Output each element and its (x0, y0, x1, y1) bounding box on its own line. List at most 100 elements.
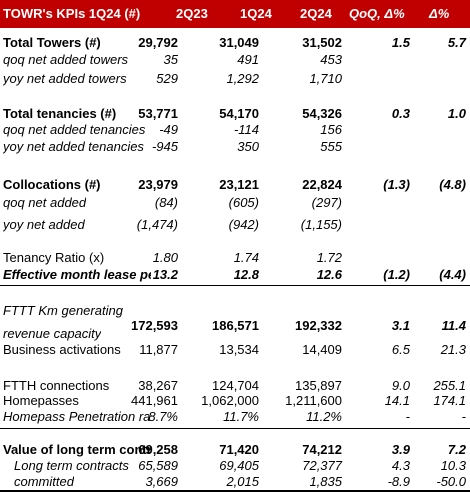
table-row-ftth: FTTH connections 38,267 124,704 135,897 … (0, 378, 470, 395)
cell-1q24: 31,049 (219, 35, 259, 50)
table-bottom-border (0, 490, 470, 492)
row-label: revenue capacity (3, 326, 102, 341)
table-row-effective-lease: Effective month lease per 13.2 12.8 12.6… (0, 267, 470, 284)
cell-1q24: 54,170 (219, 106, 259, 121)
cell-2q24: 14,409 (302, 342, 342, 357)
cell-2q24: 555 (320, 139, 342, 154)
cell-1q24: 71,420 (219, 442, 259, 457)
cell-1q24: 23,121 (219, 177, 259, 192)
cell-2q24: 31,502 (302, 35, 342, 50)
cell-2q23: 529 (156, 71, 178, 86)
row-label: yoy net added towers (3, 71, 127, 86)
cell-2q24: 1.72 (316, 250, 342, 265)
cell-yoy: - (461, 409, 466, 424)
cell-yoy: 255.1 (433, 378, 466, 393)
row-label: FTTH connections (3, 378, 110, 393)
cell-2q23: 23,979 (138, 177, 178, 192)
col-header-yoy: Δ% (429, 6, 450, 21)
cell-2q23: 1.80 (152, 250, 178, 265)
col-header-2q24: 2Q24 (300, 6, 332, 21)
cell-yoy: 11.4 (441, 318, 466, 333)
table-row: Long term contracts 65,589 69,405 72,377… (0, 458, 470, 475)
cell-yoy: -50.0 (436, 474, 466, 489)
cell-2q23: 3,669 (145, 474, 178, 489)
cell-2q24: (297) (311, 195, 342, 210)
cell-yoy: 1.0 (447, 106, 466, 121)
cell-2q23: 38,267 (138, 378, 178, 393)
row-label: qoq net added towers (3, 52, 129, 67)
table-row: revenue capacity (0, 326, 470, 343)
cell-qoq: 1.5 (391, 35, 410, 50)
table-row-total-towers: Total Towers (#) 29,792 31,049 31,502 1.… (0, 35, 470, 52)
cell-2q23: 29,792 (138, 35, 178, 50)
cell-1q24: 186,571 (212, 318, 259, 333)
cell-qoq: 0.3 (391, 106, 410, 121)
cell-2q23: 13.2 (152, 267, 178, 282)
table-row-fttt: 172,593 186,571 192,332 3.1 11.4 (0, 318, 470, 335)
cell-2q24: 72,377 (302, 458, 342, 473)
cell-2q24: 74,212 (302, 442, 342, 457)
cell-2q23: 65,589 (138, 458, 178, 473)
cell-qoq: 4.3 (391, 458, 410, 473)
cell-yoy: (4.8) (439, 177, 466, 192)
cell-1q24: 124,704 (212, 378, 259, 393)
table-row: yoy net added towers 529 1,292 1,710 (0, 71, 470, 88)
cell-1q24: 2,015 (226, 474, 259, 489)
cell-yoy: 5.7 (447, 35, 466, 50)
cell-2q24: 1,835 (309, 474, 342, 489)
cell-yoy: 174.1 (433, 393, 466, 408)
row-label: Collocations (#) (3, 177, 101, 192)
row-label: yoy net added (3, 217, 85, 232)
table-row: qoq net added tenancies -49 -114 156 (0, 122, 470, 139)
cell-1q24: 350 (237, 139, 259, 154)
cell-2q24: 54,326 (302, 106, 342, 121)
cell-1q24: (605) (228, 195, 259, 210)
cell-1q24: 1,062,000 (201, 393, 259, 408)
row-label: Value of long term contrac (3, 442, 151, 457)
row-label: qoq net added (3, 195, 87, 210)
row-divider (0, 285, 470, 286)
cell-qoq: (1.2) (383, 267, 410, 282)
cell-qoq: -8.9 (387, 474, 410, 489)
cell-1q24: 11.7% (223, 409, 259, 424)
cell-qoq: 9.0 (391, 378, 410, 393)
cell-1q24: -114 (233, 122, 259, 137)
row-label: Homepasses (3, 393, 79, 408)
row-label: yoy net added tenancies (3, 139, 144, 154)
row-divider (0, 428, 470, 429)
cell-2q24: 192,332 (295, 318, 342, 333)
cell-qoq: 3.1 (391, 318, 410, 333)
table-row-homepass-penetration: Homepass Penetration rat 8.7% 11.7% 11.2… (0, 409, 470, 426)
cell-1q24: 1,292 (226, 71, 259, 86)
cell-qoq: - (405, 409, 410, 424)
cell-yoy: 10.3 (440, 458, 466, 473)
table-title: TOWR's KPIs 1Q24 (#) (3, 6, 141, 21)
cell-1q24: 13,534 (219, 342, 259, 357)
cell-2q23: -49 (159, 122, 178, 137)
row-label: Effective month lease per (3, 267, 151, 282)
cell-2q24: 135,897 (295, 378, 342, 393)
row-label: Business activations (3, 342, 121, 357)
cell-2q23: (84) (154, 195, 178, 210)
cell-yoy: (4.4) (439, 267, 466, 282)
col-header-qoq: QoQ, Δ% (349, 6, 405, 21)
cell-qoq: (1.3) (383, 177, 410, 192)
cell-2q23: 11,877 (139, 342, 178, 357)
cell-1q24: 12.8 (233, 267, 259, 282)
table-row: yoy net added (1,474) (942) (1,155) (0, 217, 470, 234)
table-row: qoq net added (84) (605) (297) (0, 195, 470, 212)
cell-2q24: 12.6 (316, 267, 342, 282)
cell-yoy: 21.3 (440, 342, 466, 357)
row-label: qoq net added tenancies (3, 122, 146, 137)
cell-2q24: 11.2% (306, 409, 342, 424)
table-row-tenancy-ratio: Tenancy Ratio (x) 1.80 1.74 1.72 (0, 250, 470, 267)
cell-2q24: 453 (320, 52, 342, 67)
cell-2q23: 441,961 (131, 393, 178, 408)
table-row: yoy net added tenancies -945 350 555 (0, 139, 470, 156)
cell-2q23: 35 (163, 52, 178, 67)
cell-qoq: 6.5 (391, 342, 410, 357)
row-label: FTTT Km generating (3, 303, 123, 318)
cell-qoq: 14.1 (384, 393, 410, 408)
table-row-long-term-value: Value of long term contrac 69,258 71,420… (0, 442, 470, 459)
cell-2q23: 172,593 (131, 318, 178, 333)
